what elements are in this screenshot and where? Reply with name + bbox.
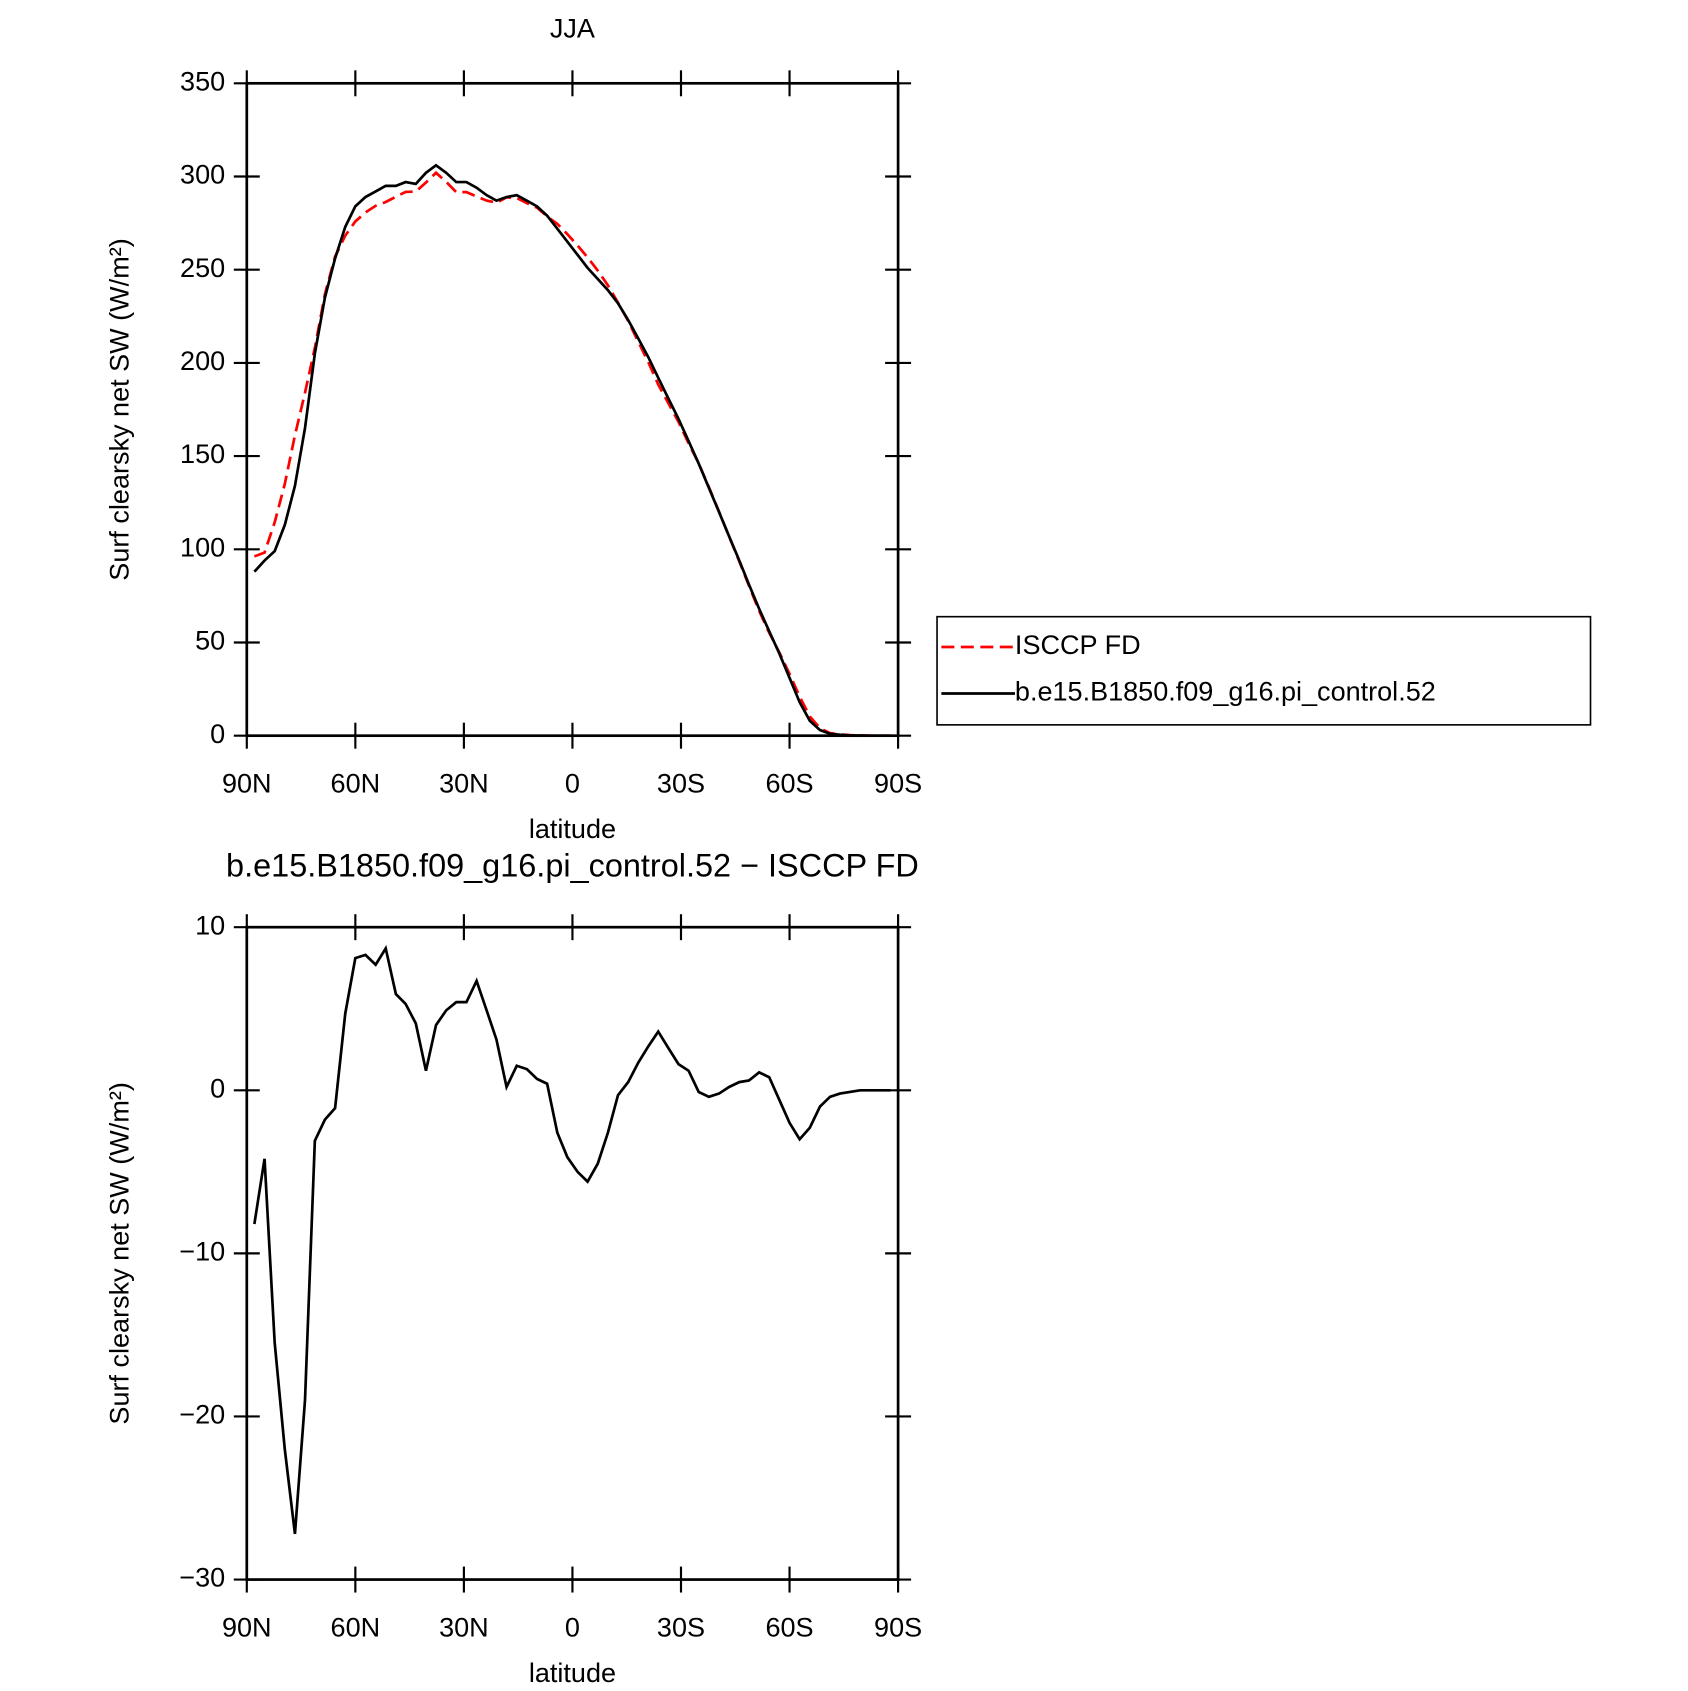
y-tick-label: 100 — [180, 532, 225, 562]
y-axis-label: Surf clearsky net SW (W/m²) — [104, 238, 134, 580]
x-tick-label: 0 — [565, 1612, 580, 1642]
y-tick-label: −10 — [179, 1237, 225, 1267]
y-tick-label: 200 — [180, 346, 225, 376]
x-tick-label: 30S — [657, 1612, 705, 1642]
y-tick-label: 250 — [180, 253, 225, 283]
x-tick-label: 90S — [874, 769, 922, 799]
y-tick-label: −20 — [179, 1400, 225, 1430]
chart-title: b.e15.B1850.f09_g16.pi_control.52 − ISCC… — [226, 847, 919, 883]
x-tick-label: 60S — [765, 1612, 813, 1642]
x-tick-label: 30S — [657, 769, 705, 799]
x-tick-label: 90S — [874, 1612, 922, 1642]
y-axis-label: Surf clearsky net SW (W/m²) — [104, 1082, 134, 1424]
y-tick-label: −30 — [179, 1563, 225, 1593]
chart-title: JJA — [550, 13, 595, 43]
x-tick-label: 30N — [439, 1612, 489, 1642]
y-tick-label: 300 — [180, 160, 225, 190]
data-line — [253, 944, 891, 1535]
x-tick-label: 90N — [222, 1612, 272, 1642]
y-tick-label: 350 — [180, 66, 225, 96]
x-tick-label: 90N — [222, 769, 272, 799]
y-tick-label: 0 — [210, 719, 225, 749]
legend-box — [936, 615, 1592, 726]
legend-label: ISCCP FD — [1015, 630, 1141, 660]
x-tick-label: 60N — [331, 1612, 381, 1642]
x-axis-label: latitude — [529, 814, 616, 844]
x-tick-label: 30N — [439, 769, 489, 799]
legend-label: b.e15.B1850.f09_g16.pi_control.52 — [1015, 677, 1436, 707]
y-tick-label: 150 — [180, 439, 225, 469]
x-tick-label: 60S — [765, 769, 813, 799]
x-axis-label: latitude — [529, 1658, 616, 1688]
y-tick-label: 0 — [210, 1073, 225, 1103]
y-tick-label: 50 — [195, 626, 225, 656]
plot-frame — [245, 925, 900, 1581]
y-tick-label: 10 — [195, 910, 225, 940]
data-line — [253, 170, 891, 738]
x-tick-label: 0 — [565, 769, 580, 799]
data-line — [253, 163, 891, 738]
plot-frame — [245, 81, 900, 738]
x-tick-label: 60N — [331, 769, 381, 799]
